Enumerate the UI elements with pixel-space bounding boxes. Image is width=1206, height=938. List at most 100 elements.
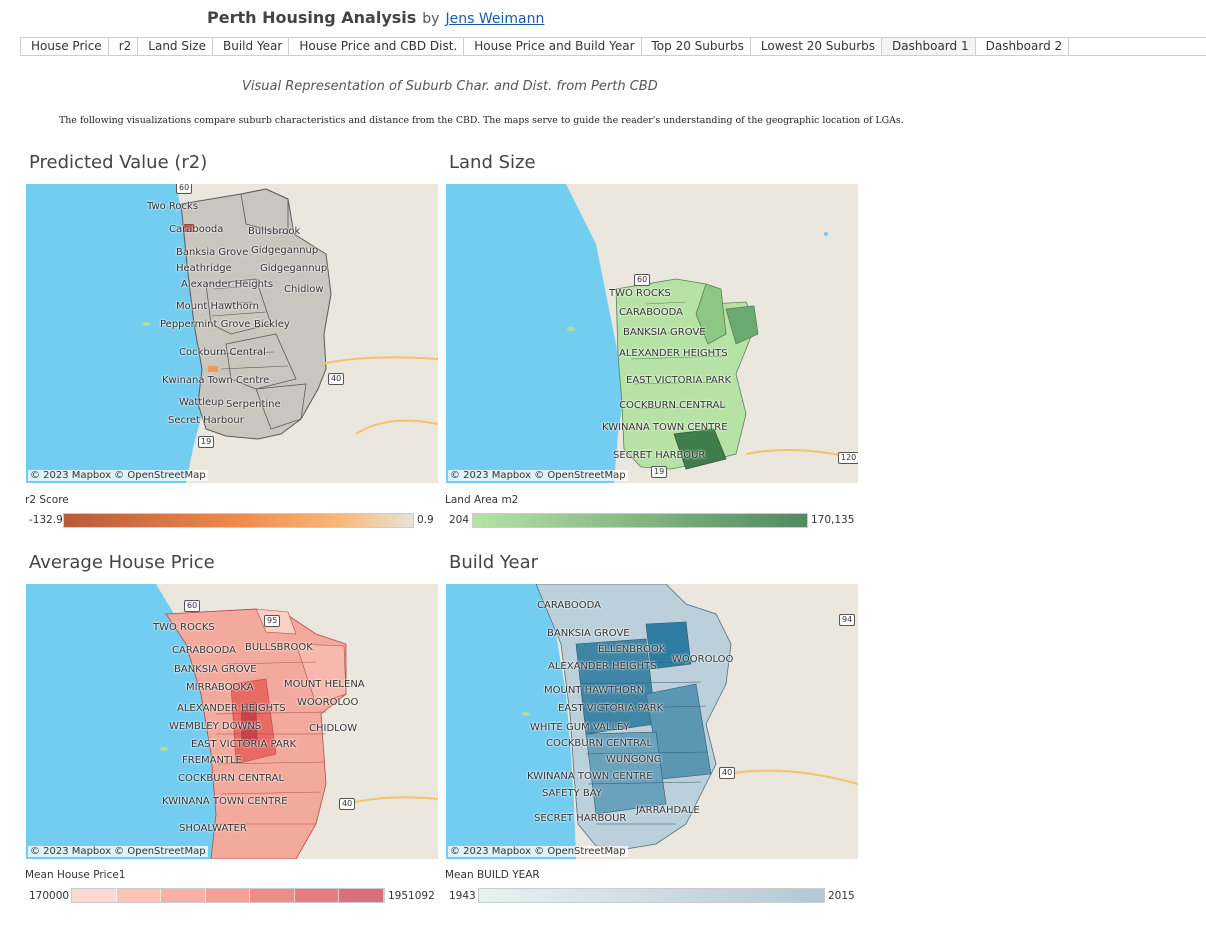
map-label: COCKBURN CENTRAL [546, 738, 653, 749]
dashboard-subtitle: Visual Representation of Suburb Char. an… [242, 79, 658, 94]
build-map[interactable]: CARABOODA BANKSIA GROVE ELLENBROOK ALEXA… [446, 584, 858, 859]
map-label: MOUNT HELENA [284, 679, 365, 690]
byline-prefix: by [422, 11, 440, 27]
price-legend-max: 1951092 [388, 890, 435, 902]
price-map-shapes [26, 584, 438, 859]
story-tabs: House Price r2 Land Size Build Year Hous… [20, 37, 1206, 56]
tab-top-20[interactable]: Top 20 Suburbs [642, 38, 751, 55]
tab-house-price[interactable]: House Price [20, 38, 109, 55]
tab-r2[interactable]: r2 [109, 38, 139, 55]
tab-dashboard-1[interactable]: Dashboard 1 [882, 38, 976, 55]
map-label: BANKSIA GROVE [174, 664, 257, 675]
highway-shield: 94 [839, 614, 856, 626]
map-label: Secret Harbour [168, 415, 244, 426]
map-label: Two Rocks [147, 201, 199, 212]
map-label: SAFETY BAY [542, 788, 602, 799]
map-label: JARRAHDALE [636, 805, 700, 816]
map-label: Peppermint Grove [160, 319, 251, 330]
map-label: WEMBLEY DOWNS [169, 721, 262, 732]
r2-legend-min: -132.9 [29, 514, 63, 526]
legend-step [116, 889, 162, 902]
map-label: MIRRABOOKA [186, 682, 254, 693]
r2-legend-bar [63, 513, 414, 528]
build-panel-title: Build Year [449, 552, 539, 573]
highway-shield: 60 [176, 184, 193, 194]
map-label: Serpentine [226, 399, 281, 410]
map-label: WOOROLOO [672, 654, 734, 665]
dashboard-description: The following visualizations compare sub… [59, 115, 904, 126]
map-label: CARABOODA [619, 307, 683, 318]
map-label: TWO ROCKS [153, 622, 215, 633]
map-label: Wattleup [179, 397, 224, 408]
r2-legend-max: 0.9 [417, 514, 434, 526]
build-map-shapes [446, 584, 858, 859]
land-panel-title: Land Size [449, 152, 536, 173]
legend-step [339, 889, 385, 902]
r2-legend-title: r2 Score [25, 494, 69, 506]
legend-step [205, 889, 251, 902]
price-map[interactable]: TWO ROCKS CARABOODA BULLSBROOK BANKSIA G… [26, 584, 438, 859]
highway-shield: 60 [184, 600, 201, 612]
land-legend-max: 170,135 [811, 514, 855, 526]
map-attribution: © 2023 Mapbox © OpenStreetMap [448, 470, 628, 481]
map-label: Gidgegannup [260, 263, 328, 274]
land-map[interactable]: TWO ROCKS CARABOODA BANKSIA GROVE ALEXAN… [446, 184, 858, 483]
map-label: Bickley [254, 319, 290, 330]
map-label: SECRET HARBOUR [613, 450, 706, 461]
tab-house-price-cbd[interactable]: House Price and CBD Dist. [289, 38, 465, 55]
map-label: Alexander Heights [181, 279, 274, 290]
map-label: Heathridge [176, 263, 232, 274]
map-label: WUNGONG [606, 754, 662, 765]
land-map-shapes [446, 184, 858, 483]
map-label: Bullsbrook [248, 226, 301, 237]
map-label: BANKSIA GROVE [623, 327, 706, 338]
map-label: ALEXANDER HEIGHTS [177, 703, 286, 714]
map-label: EAST VICTORIA PARK [191, 739, 297, 750]
map-attribution: © 2023 Mapbox © OpenStreetMap [28, 470, 208, 481]
map-label: BANKSIA GROVE [547, 628, 630, 639]
map-label: Mount Hawthorn [176, 301, 259, 312]
map-label: ALEXANDER HEIGHTS [619, 348, 728, 359]
map-label: EAST VICTORIA PARK [626, 375, 732, 386]
map-label: WHITE GUM VALLEY [530, 722, 630, 733]
map-label: EAST VICTORIA PARK [558, 703, 664, 714]
price-legend-title: Mean House Price1 [25, 869, 126, 881]
map-attribution: © 2023 Mapbox © OpenStreetMap [448, 846, 628, 857]
map-label: COCKBURN CENTRAL [619, 400, 726, 411]
legend-step [161, 889, 206, 902]
map-label: KWINANA TOWN CENTRE [527, 771, 653, 782]
build-legend-min: 1943 [449, 890, 476, 902]
map-label: SHOALWATER [179, 823, 247, 834]
highway-shield: 19 [198, 436, 215, 448]
highway-shield: 40 [328, 373, 345, 385]
land-legend-title: Land Area m2 [445, 494, 519, 506]
page-title: Perth Housing Analysis [207, 8, 417, 27]
price-legend-min: 170000 [29, 890, 70, 902]
highway-shield: 95 [264, 615, 281, 627]
tab-build-year[interactable]: Build Year [213, 38, 290, 55]
map-label: CARABOODA [537, 600, 601, 611]
map-label: KWINANA TOWN CENTRE [602, 422, 728, 433]
highway-shield: 40 [719, 767, 736, 779]
build-legend-bar [478, 888, 825, 903]
map-label: KWINANA TOWN CENTRE [162, 796, 288, 807]
build-legend-title: Mean BUILD YEAR [445, 869, 540, 881]
map-attribution: © 2023 Mapbox © OpenStreetMap [28, 846, 208, 857]
page-header: Perth Housing Analysis by Jens Weimann [207, 8, 544, 30]
author-link[interactable]: Jens Weimann [445, 11, 545, 27]
highway-shield: 60 [634, 274, 651, 286]
land-legend-min: 204 [449, 514, 470, 526]
map-label: Banksia Grove [176, 247, 249, 258]
highway-shield: 19 [651, 466, 668, 478]
map-label: FREMANTLE [182, 755, 242, 766]
map-label: Cockburn Central [179, 347, 266, 358]
legend-step [294, 889, 340, 902]
map-label: Kwinana Town Centre [162, 375, 270, 386]
tab-land-size[interactable]: Land Size [138, 38, 213, 55]
tab-lowest-20[interactable]: Lowest 20 Suburbs [751, 38, 883, 55]
tab-house-price-build-year[interactable]: House Price and Build Year [464, 38, 642, 55]
land-legend-bar [472, 513, 808, 528]
tab-dashboard-2[interactable]: Dashboard 2 [976, 38, 1070, 55]
highway-shield: 120 [838, 452, 858, 464]
r2-map[interactable]: Two Rocks Carabooda Bullsbrook Banksia G… [26, 184, 438, 483]
